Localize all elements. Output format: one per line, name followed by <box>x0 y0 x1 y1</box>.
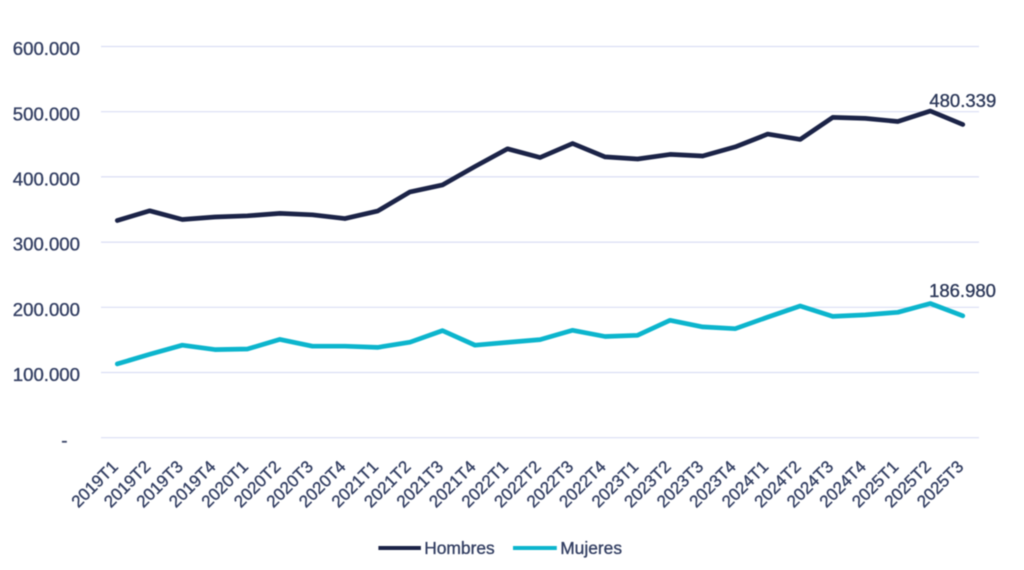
svg-text:100.000: 100.000 <box>13 364 80 385</box>
svg-text:186.980: 186.980 <box>929 280 996 301</box>
svg-text:480.339: 480.339 <box>929 90 996 111</box>
svg-text:Hombres: Hombres <box>424 538 495 558</box>
svg-text:200.000: 200.000 <box>13 299 80 320</box>
svg-text:300.000: 300.000 <box>13 234 80 255</box>
svg-text:500.000: 500.000 <box>13 103 80 124</box>
svg-text:400.000: 400.000 <box>13 169 80 190</box>
svg-text:-: - <box>61 429 67 450</box>
svg-text:600.000: 600.000 <box>13 38 80 59</box>
svg-text:Mujeres: Mujeres <box>560 538 622 558</box>
